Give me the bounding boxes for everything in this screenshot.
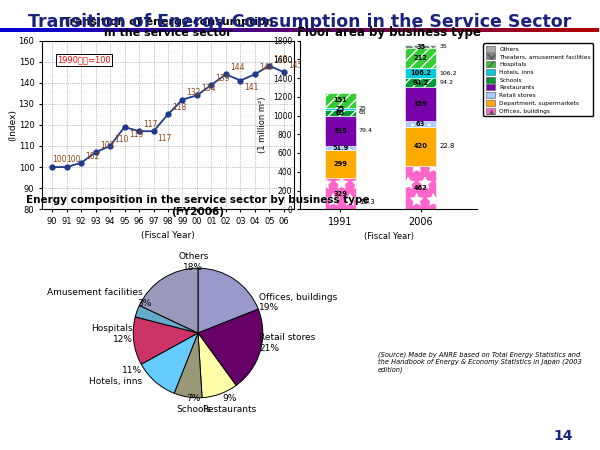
Text: 94.2: 94.2 — [412, 80, 429, 86]
Wedge shape — [141, 333, 198, 393]
Text: 148: 148 — [274, 54, 288, 63]
Y-axis label: (Index): (Index) — [8, 109, 17, 141]
Bar — [406, 121, 436, 126]
Legend: Others, Theaters, amusement facilities, Hospitals, Hotels, inns, Schools, Restau: Others, Theaters, amusement facilities, … — [484, 43, 593, 116]
Text: 118: 118 — [172, 103, 187, 112]
Bar — [406, 68, 436, 78]
Text: 14: 14 — [554, 429, 573, 443]
Text: 132: 132 — [187, 88, 201, 97]
Bar — [325, 150, 356, 178]
Text: 12%: 12% — [113, 335, 133, 344]
X-axis label: (Fiscal Year): (Fiscal Year) — [141, 231, 195, 240]
Text: 1990年度=100: 1990年度=100 — [57, 55, 111, 64]
Text: 462: 462 — [414, 184, 428, 191]
Bar — [406, 48, 436, 68]
Text: 144: 144 — [259, 63, 274, 72]
Text: 65: 65 — [359, 110, 367, 116]
Text: 9%: 9% — [223, 394, 236, 403]
Text: 11%: 11% — [122, 366, 142, 375]
Text: Restaurants: Restaurants — [202, 405, 257, 414]
Text: 134: 134 — [201, 84, 215, 93]
Text: 79.4: 79.4 — [359, 128, 373, 133]
Text: 35: 35 — [439, 44, 447, 49]
Text: 100: 100 — [67, 154, 81, 163]
Text: 3%: 3% — [137, 299, 151, 308]
Text: 119: 119 — [129, 130, 143, 139]
Text: 63: 63 — [416, 121, 425, 126]
Text: 139: 139 — [215, 74, 230, 83]
Title: Energy composition in the service sector by business type
(FY2006): Energy composition in the service sector… — [26, 195, 370, 217]
Text: 65: 65 — [335, 110, 345, 116]
Text: 21%: 21% — [259, 344, 279, 353]
Wedge shape — [139, 268, 198, 333]
X-axis label: (Fiscal Year): (Fiscal Year) — [364, 233, 413, 242]
Text: 299: 299 — [333, 162, 347, 167]
Text: (Source) Made by ANRE based on Total Energy Statistics and
the Handbook of Energ: (Source) Made by ANRE based on Total Ene… — [378, 351, 582, 373]
Text: 102: 102 — [85, 152, 100, 161]
Text: Hotels, inns: Hotels, inns — [89, 377, 142, 386]
Text: 117: 117 — [143, 120, 158, 129]
Bar — [406, 166, 436, 209]
Text: 51.9: 51.9 — [332, 145, 349, 151]
Bar — [325, 178, 356, 209]
Wedge shape — [135, 306, 198, 333]
Text: Retail stores: Retail stores — [259, 333, 316, 342]
Text: 18%: 18% — [184, 263, 203, 272]
Wedge shape — [198, 309, 263, 385]
Text: 359: 359 — [414, 101, 428, 107]
Bar — [325, 116, 356, 145]
Text: 315: 315 — [334, 128, 347, 134]
Y-axis label: (1 million m²): (1 million m²) — [259, 97, 268, 153]
Bar — [325, 145, 356, 150]
Bar — [325, 110, 356, 116]
Text: 151: 151 — [334, 98, 347, 104]
Wedge shape — [198, 333, 236, 398]
Bar — [406, 126, 436, 166]
Text: 329: 329 — [333, 191, 347, 197]
Text: 16.3: 16.3 — [359, 198, 374, 205]
Text: Schools: Schools — [176, 405, 211, 414]
Text: Others: Others — [178, 252, 209, 261]
Text: 212: 212 — [414, 55, 428, 61]
Text: 106.2: 106.2 — [410, 70, 431, 76]
Text: 117: 117 — [158, 134, 172, 143]
Text: 144: 144 — [230, 63, 245, 72]
Title: Transition of energy consumption
in the service sector: Transition of energy consumption in the … — [63, 17, 273, 38]
Text: 22.8: 22.8 — [439, 143, 455, 149]
Text: 420: 420 — [414, 143, 428, 149]
Bar — [325, 108, 356, 110]
Text: 106.2: 106.2 — [439, 71, 457, 76]
Title: Floor area by business type: Floor area by business type — [296, 27, 481, 39]
Text: 19%: 19% — [259, 303, 280, 312]
Bar — [325, 94, 356, 108]
Text: 107: 107 — [100, 141, 114, 150]
Bar — [406, 45, 436, 48]
Text: 100: 100 — [52, 154, 67, 163]
Bar — [406, 87, 436, 121]
Text: Amusement facilities: Amusement facilities — [47, 288, 142, 297]
Text: 7%: 7% — [187, 394, 200, 403]
Text: 145: 145 — [288, 61, 302, 70]
Text: 110: 110 — [114, 135, 128, 144]
Text: 141: 141 — [245, 83, 259, 92]
Text: 35: 35 — [416, 44, 425, 50]
Wedge shape — [198, 268, 258, 333]
Text: 94.2: 94.2 — [439, 80, 453, 85]
Text: 25: 25 — [335, 106, 345, 112]
Bar — [406, 78, 436, 87]
Text: Transition of Energy Consumption in the Service Sector: Transition of Energy Consumption in the … — [28, 13, 572, 31]
Text: Offices, buildings: Offices, buildings — [259, 292, 337, 302]
Wedge shape — [174, 333, 202, 398]
Wedge shape — [133, 317, 198, 364]
Text: 25: 25 — [359, 106, 367, 111]
Text: Hospitals: Hospitals — [92, 324, 133, 333]
